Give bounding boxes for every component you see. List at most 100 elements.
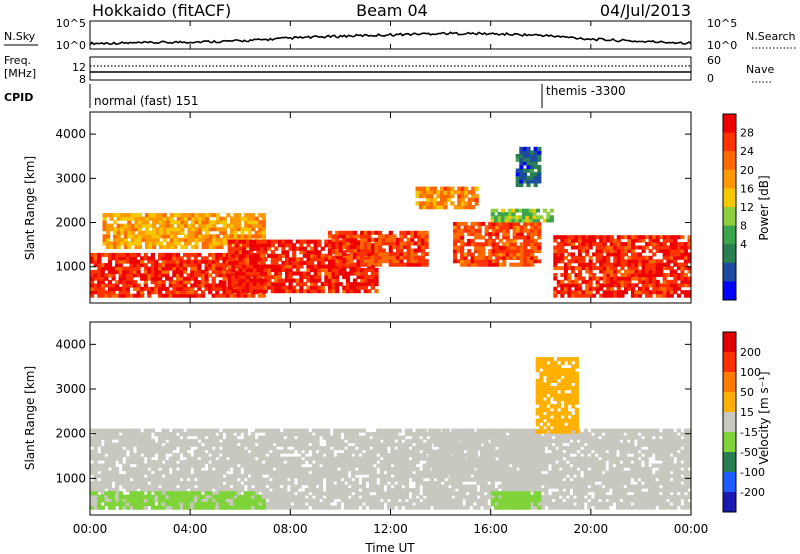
heatmap-cell [283,463,288,468]
heatmap-cell [474,242,479,247]
heatmap-cell [147,453,152,458]
heatmap-cell [165,269,170,274]
heatmap-cell [560,283,565,288]
heatmap-cell [222,449,227,454]
heatmap-cell [137,216,142,221]
heatmap-cell [415,201,420,206]
heatmap-cell [313,278,318,283]
heatmap-cell [474,249,479,254]
heatmap-cell [374,237,379,242]
heatmap-cell [276,502,281,507]
heatmap-cell [100,428,105,433]
heatmap-cell [208,241,213,246]
heatmap-cell [136,446,141,451]
heatmap-cell [147,442,152,447]
heatmap-cell [267,267,272,272]
heatmap-cell [259,267,265,272]
heatmap-cell [320,257,325,262]
heatmap-cell [429,205,434,210]
heatmap-cell [477,225,482,230]
heatmap-cell [344,428,349,433]
heatmap-cell [215,293,220,298]
heatmap-cell [295,271,300,276]
heatmap-cell [369,502,374,507]
heatmap-cell [454,439,460,444]
heatmap-cell [313,239,318,244]
heatmap-cell [652,286,657,291]
heatmap-cell [676,262,681,267]
heatmap-cell [104,477,109,482]
heatmap-cell [585,266,590,271]
heatmap-cell [479,477,485,482]
heatmap-cell [315,491,320,496]
heatmap-cell [444,502,449,507]
heatmap-cell [602,249,607,253]
heatmap-cell [609,235,614,240]
heatmap-cell [107,442,113,447]
heatmap-cell [233,442,238,447]
heatmap-cell [244,223,249,228]
colorbar-segment [723,262,736,282]
heatmap-cell [201,220,206,225]
heatmap-cell [227,285,232,290]
heatmap-cell [200,477,206,482]
heatmap-cell [158,252,163,257]
heatmap-cell [383,481,388,486]
heatmap-cell [683,245,688,250]
heatmap-cell [522,179,528,184]
heatmap-cell [222,283,227,288]
heatmap-cell [495,235,500,240]
heatmap-cell [283,477,288,482]
heatmap-cell [631,249,636,253]
heatmap-cell [641,249,646,253]
heatmap-cell [100,481,105,486]
heatmap-cell [623,283,628,288]
heatmap-cell [205,234,210,239]
heatmap-cell [100,449,105,454]
heatmap-cell [676,283,681,288]
heatmap-cell [509,245,514,250]
heatmap-cell [652,259,657,264]
heatmap-cell [93,474,98,479]
heatmap-cell [376,435,381,440]
heatmap-cell [97,286,102,291]
heatmap-cell [533,249,538,254]
heatmap-cell [90,456,95,461]
heatmap-cell [106,244,111,249]
heatmap-cell [222,216,227,221]
heatmap-cell [268,491,274,496]
heatmap-cell [329,439,334,444]
heatmap-cell [623,276,628,281]
heatmap-cell [483,477,488,482]
heatmap-cell [623,273,628,277]
heatmap-cell [329,435,334,440]
heatmap-cell [290,432,295,437]
heatmap-cell [211,428,216,433]
heatmap-cell [227,246,232,251]
heatmap-cell [272,502,277,507]
heatmap-cell [106,234,111,239]
heatmap-cell [120,227,125,232]
heatmap-cell [172,488,177,493]
heatmap-cell [518,215,523,220]
heatmap-cell [437,505,442,510]
heatmap-cell [592,262,597,267]
heatmap-cell [404,488,409,493]
heatmap-cell [267,282,272,287]
heatmap-cell [204,484,209,489]
heatmap-cell [324,257,329,262]
heatmap-cell [154,449,159,454]
heatmap-cell [254,481,259,486]
heatmap-cell [356,234,361,239]
heatmap-cell [140,446,145,451]
heatmap-cell [331,267,336,272]
heatmap-cell [319,449,324,454]
heatmap-cell [422,498,427,503]
heatmap-cell [236,474,241,479]
heatmap-cell [136,259,141,264]
heatmap-cell [179,449,184,454]
heatmap-cell [308,477,313,482]
heatmap-cell [129,280,134,285]
heatmap-cell [249,285,254,290]
heatmap-cell [122,280,127,285]
